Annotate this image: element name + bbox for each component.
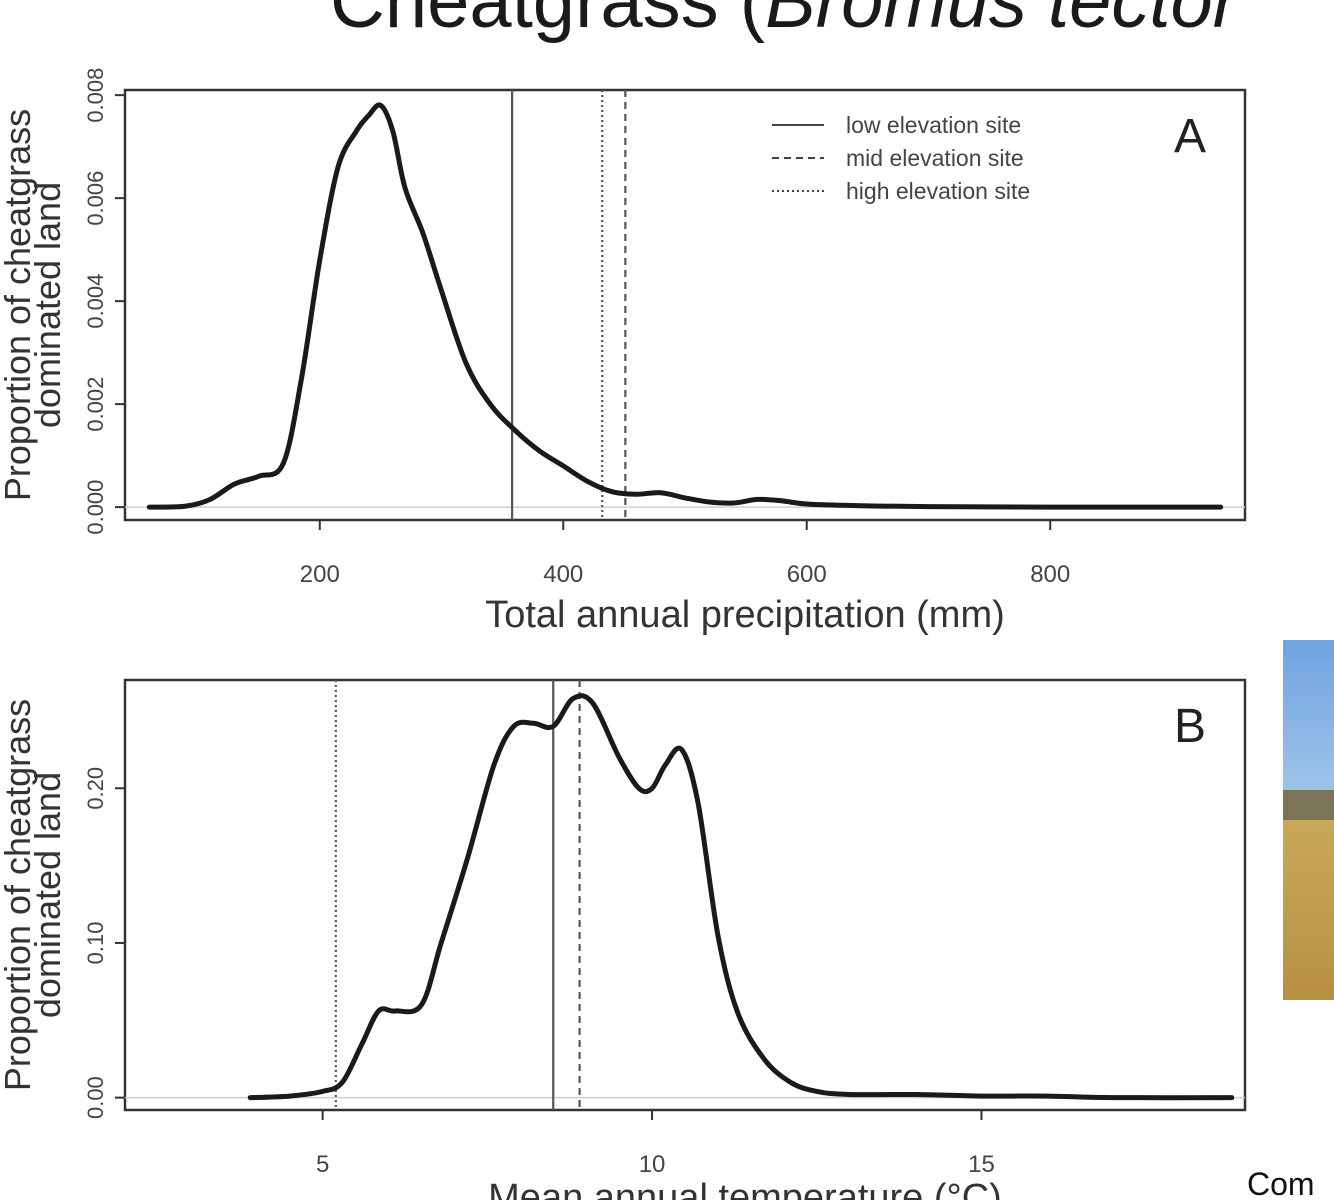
panel-label: B bbox=[1174, 700, 1206, 753]
chart-panel-b: 5 10 15 0.00 0.10 0.20 Mean annual temperature… bbox=[0, 678, 1247, 1200]
x-tick-label: 800 bbox=[1030, 561, 1070, 588]
photo-sky bbox=[1283, 640, 1334, 790]
y-tick-label: 0.006 bbox=[83, 171, 108, 226]
y-tick-label: 0.10 bbox=[83, 922, 108, 965]
photo-grassland bbox=[1283, 820, 1334, 1000]
field-photo bbox=[1283, 640, 1334, 1000]
legend-label: low elevation site bbox=[846, 112, 1021, 138]
y-axis-title-line2: dominated land bbox=[27, 182, 68, 428]
photo-shrubs bbox=[1283, 790, 1334, 820]
y-tick-label: 0.20 bbox=[83, 767, 108, 810]
plot-frame bbox=[123, 678, 1247, 1112]
x-tick-label: 5 bbox=[316, 1151, 329, 1178]
y-tick-label: 0.002 bbox=[83, 377, 108, 432]
y-tick-label: 0.000 bbox=[83, 480, 108, 535]
chart-figure: 200 400 600 800 0.000 0.002 0.004 0.006 0.008 Tot… bbox=[0, 68, 1247, 1200]
x-tick-label: 15 bbox=[968, 1151, 995, 1178]
photo-caption: Com bbox=[1247, 1166, 1315, 1202]
y-axis-title-line1: Proportion of cheatgrass bbox=[0, 699, 38, 1091]
x-axis-title: Mean annual temperature (°C) bbox=[488, 1177, 1002, 1200]
slide-title-italic: Bromus tector bbox=[765, 0, 1239, 44]
plot-frame bbox=[123, 88, 1247, 522]
y-tick-label: 0.00 bbox=[83, 1076, 108, 1119]
y-tick-label: 0.008 bbox=[83, 68, 108, 123]
x-tick-label: 600 bbox=[787, 561, 827, 588]
y-tick-label: 0.004 bbox=[83, 274, 108, 329]
legend: low elevation site mid elevation site high… bbox=[772, 112, 1030, 204]
density-curve bbox=[247, 693, 1235, 1101]
density-curve bbox=[146, 102, 1224, 510]
slide-title: Cheatgrass (Bromus tector bbox=[330, 0, 1238, 45]
slide-title-plain: Cheatgrass ( bbox=[330, 0, 766, 44]
chart-panel-a: 200 400 600 800 0.000 0.002 0.004 0.006 0.008 Tot… bbox=[0, 68, 1247, 636]
x-tick-label: 200 bbox=[300, 561, 340, 588]
x-tick-label: 10 bbox=[639, 1151, 666, 1178]
x-axis-title: Total annual precipitation (mm) bbox=[485, 594, 1005, 636]
x-tick-label: 400 bbox=[543, 561, 583, 588]
panel-label: A bbox=[1174, 110, 1206, 163]
y-axis-title-line1: Proportion of cheatgrass bbox=[0, 109, 38, 501]
y-axis-title-line2: dominated land bbox=[27, 772, 68, 1018]
legend-label: high elevation site bbox=[846, 178, 1030, 204]
legend-label: mid elevation site bbox=[846, 145, 1024, 171]
